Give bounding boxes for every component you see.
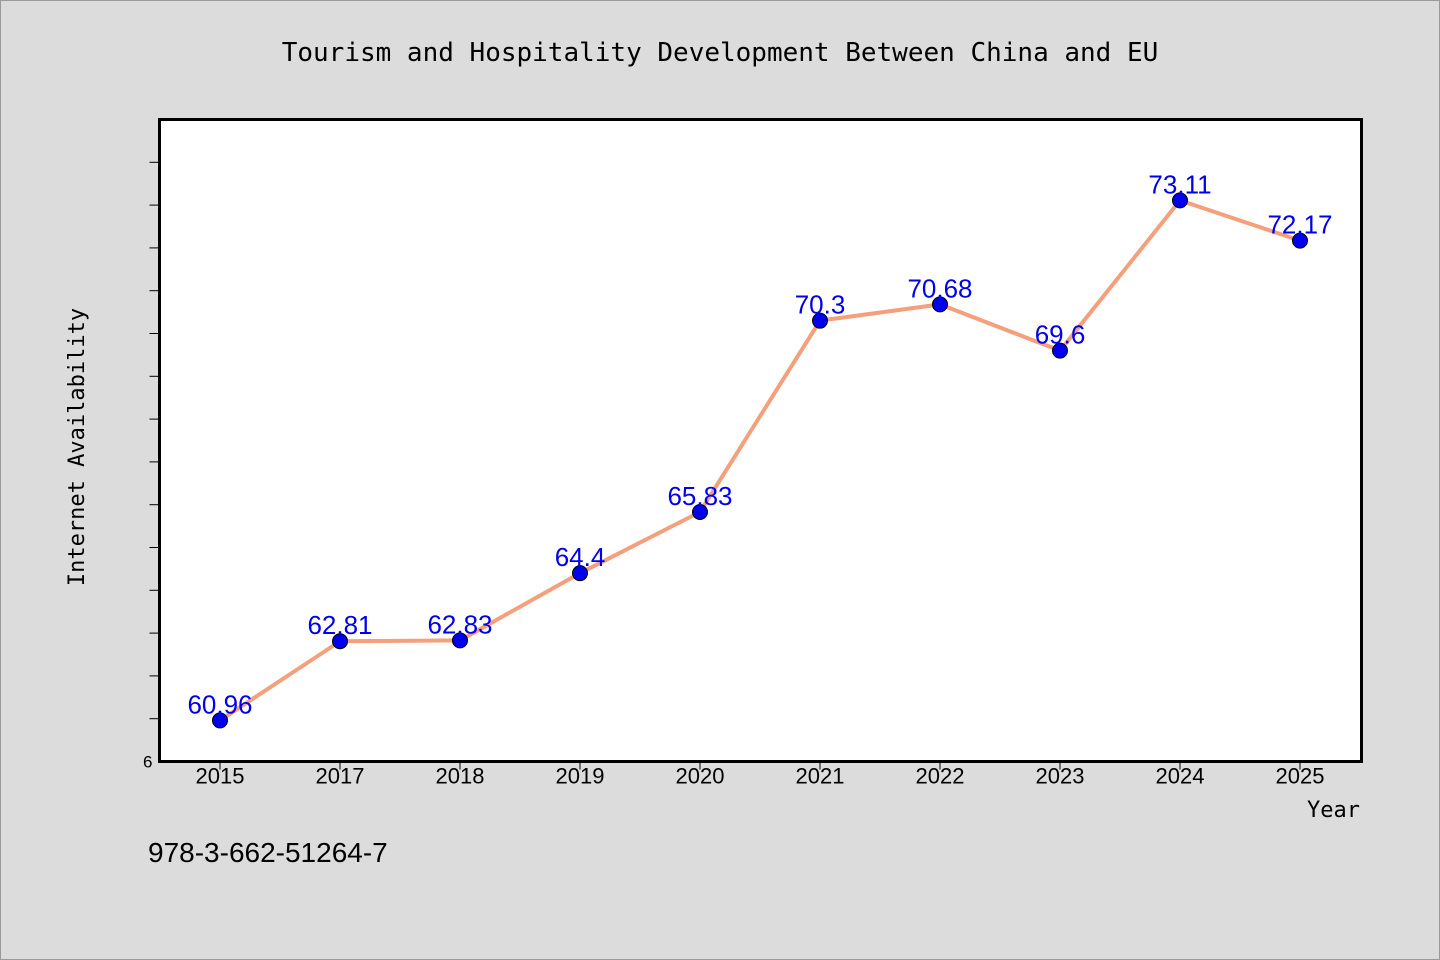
- data-label: 60.96: [187, 689, 252, 719]
- x-tick-label: 2023: [1036, 764, 1085, 789]
- data-point: [212, 712, 228, 729]
- data-point: [1172, 192, 1188, 209]
- y-axis-ticks: [149, 161, 160, 720]
- data-point: [692, 503, 708, 520]
- series-0: [218, 198, 1302, 723]
- series-line: [218, 198, 1302, 723]
- y-tick-label: 6: [143, 753, 152, 772]
- data-point: [1052, 342, 1068, 359]
- x-tick-label: 2019: [556, 764, 605, 789]
- data-label: 64.4: [555, 542, 606, 572]
- data-point: [1292, 232, 1308, 249]
- y-axis-tick-labels: 6: [143, 753, 152, 772]
- data-label: 70.3: [795, 290, 846, 320]
- data-label: 73.11: [1148, 169, 1211, 199]
- series-0-data-labels: 60.96 62.81 62.83 64.4 65.83 70.3 70.68 69.6 73.…: [187, 169, 1332, 719]
- data-label: 62.81: [307, 610, 372, 640]
- x-axis-ticks: [219, 761, 1301, 770]
- data-label: 70.68: [907, 273, 972, 303]
- x-axis-label: Year: [1307, 798, 1360, 823]
- data-point: [812, 312, 828, 329]
- data-label: 65.83: [667, 481, 732, 511]
- data-label: 69.6: [1035, 320, 1086, 350]
- data-point: [572, 565, 588, 582]
- x-tick-label: 2015: [196, 764, 245, 789]
- plot-area: [158, 118, 1363, 763]
- footnote-isbn: 978-3-662-51264-7: [148, 837, 388, 868]
- x-tick-label: 2021: [796, 764, 845, 789]
- series-0-markers: [212, 192, 1308, 729]
- x-tick-label: 2020: [676, 764, 725, 789]
- x-tick-label: 2024: [1156, 764, 1205, 789]
- x-tick-label: 2025: [1276, 764, 1325, 789]
- data-label: 72.17: [1267, 210, 1332, 240]
- y-axis-label: Internet Availability: [65, 308, 90, 586]
- x-tick-label: 2018: [436, 764, 485, 789]
- x-tick-label: 2017: [316, 764, 365, 789]
- chart-title: Tourism and Hospitality Development Betw…: [282, 38, 1159, 68]
- data-point: [452, 632, 468, 649]
- data-point: [332, 633, 348, 650]
- x-tick-label: 2022: [916, 764, 965, 789]
- x-axis-tick-labels: 2015 2017 2018 2019 2020 2021 2022 2023 2024 2025: [196, 764, 1325, 789]
- data-label: 62.83: [427, 609, 492, 639]
- data-point: [932, 296, 948, 313]
